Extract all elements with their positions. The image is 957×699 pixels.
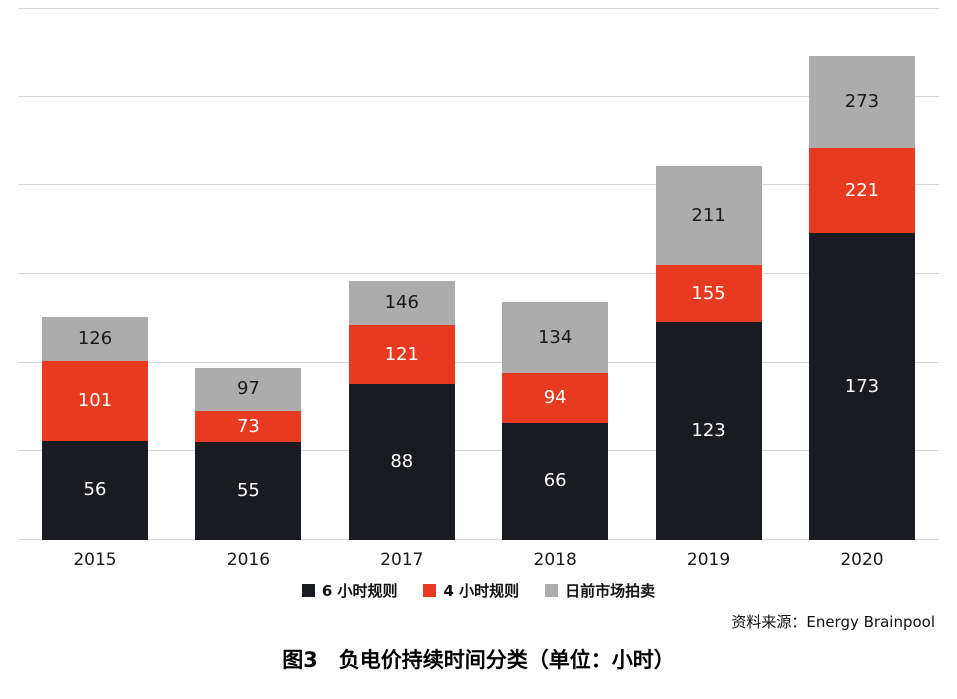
bar-segment-6h-rule-2017: 88 (348, 383, 455, 540)
bar-segment-day-ahead-auction-2015: 126 (42, 316, 148, 361)
gridline-150 (18, 273, 939, 274)
legend-item-day-ahead-auction: 日前市场拍卖 (545, 580, 655, 601)
legend: 6 小时规则 4 小时规则 日前市场拍卖 (0, 580, 957, 601)
bar-segment-6h-rule-2020: 173 (808, 233, 915, 540)
chart-title: 图3 负电价持续时间分类（单位：小时） (282, 648, 675, 672)
gridline-50 (18, 450, 939, 452)
x-axis-label-2019: 2019 (686, 550, 731, 570)
bar-2019: 123 155 211 (655, 165, 762, 540)
bar-segment-4h-rule-2018: 94 (502, 373, 609, 423)
bar-2015: 56 101 126 (42, 316, 148, 540)
figure: 56 101 126 55 73 97 88 121 146 66 94 134 123 155 211 17… (0, 8, 957, 699)
bar-segment-day-ahead-auction-2017: 146 (348, 281, 455, 326)
legend-item-6h-rule: 6 小时规则 (301, 580, 398, 601)
legend-label-day-ahead-auction: 日前市场拍卖 (565, 582, 656, 600)
legend-item-4h-rule: 4 小时规则 (423, 580, 519, 601)
bar-2017: 88 121 146 (348, 281, 455, 540)
x-axis-label-2016: 2016 (226, 550, 271, 570)
bar-segment-day-ahead-auction-2018: 134 (502, 302, 609, 374)
legend-swatch-day-ahead-auction (545, 584, 559, 597)
bar-segment-day-ahead-auction-2019: 211 (655, 165, 762, 266)
bar-segment-6h-rule-2018: 66 (502, 422, 609, 540)
x-axis-label-2017: 2017 (380, 550, 424, 570)
x-axis-label-2015: 2015 (73, 550, 117, 570)
legend-label-6h-rule: 6 小时规则 (321, 582, 398, 600)
bar-segment-4h-rule-2015: 101 (42, 360, 148, 441)
legend-swatch-4h-rule (423, 584, 437, 597)
bar-segment-4h-rule-2017: 121 (348, 325, 455, 384)
gridline-200 (18, 184, 939, 186)
gridline-300 (18, 8, 939, 9)
bar-segment-4h-rule-2019: 155 (655, 265, 762, 322)
x-axis-label-2020: 2020 (840, 550, 884, 570)
bar-segment-day-ahead-auction-2016: 97 (195, 368, 302, 411)
bars: 56 101 126 55 73 97 88 121 146 66 94 134 123 155 211 17… (42, 8, 915, 540)
gridline-250 (18, 95, 939, 97)
bar-2020: 173 221 273 (808, 55, 915, 540)
gridline-100 (18, 361, 939, 363)
bar-segment-6h-rule-2015: 56 (42, 440, 148, 540)
legend-swatch-6h-rule (301, 584, 315, 597)
bar-segment-6h-rule-2016: 55 (195, 442, 302, 540)
bar-segment-4h-rule-2016: 73 (195, 410, 302, 443)
x-axis-labels: 2015 2016 2017 2018 2019 2020 (42, 540, 915, 570)
gridline-0 (18, 539, 939, 540)
x-axis-label-2018: 2018 (533, 550, 577, 570)
legend-label-4h-rule: 4 小时规则 (443, 582, 520, 600)
bar-2016: 55 73 97 (195, 368, 302, 540)
bar-segment-4h-rule-2020: 221 (808, 148, 915, 234)
bar-segment-6h-rule-2019: 123 (655, 321, 762, 540)
bar-segment-day-ahead-auction-2020: 273 (808, 55, 915, 149)
bar-2018: 66 94 134 (502, 302, 609, 540)
plot-area: 56 101 126 55 73 97 88 121 146 66 94 134 123 155 211 17… (18, 8, 939, 540)
source-note: 资料来源：Energy Brainpool (731, 613, 935, 631)
